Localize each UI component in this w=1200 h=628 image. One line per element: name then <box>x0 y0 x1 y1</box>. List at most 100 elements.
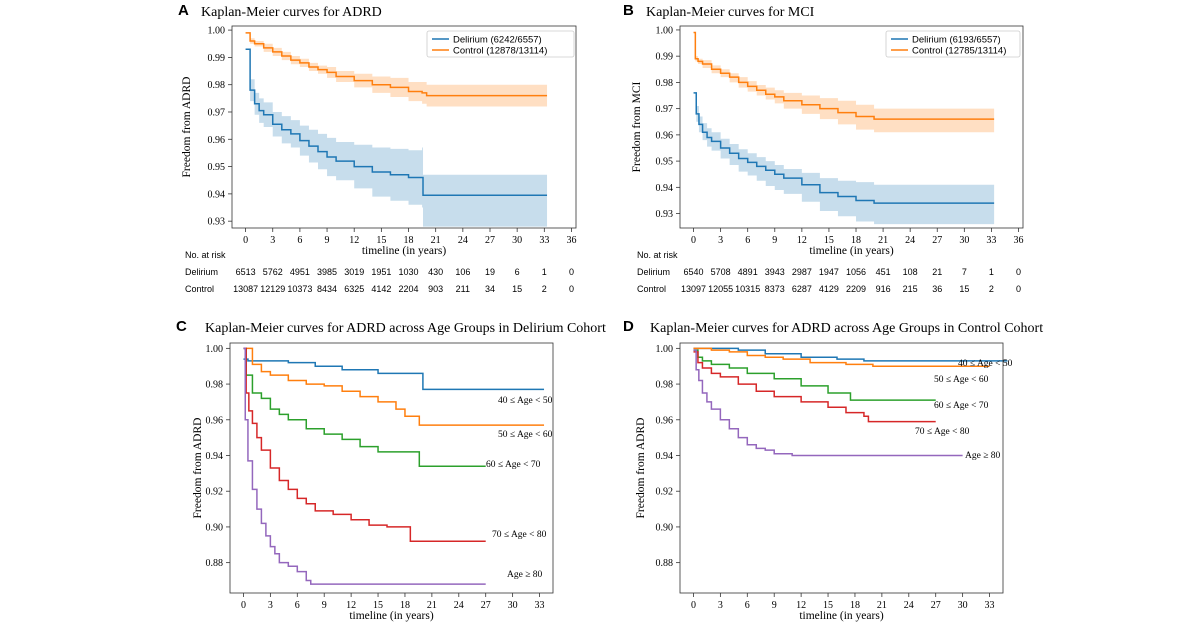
risk-count: 6540 <box>684 267 704 277</box>
axes-frame <box>231 25 577 229</box>
x-tick-label: 9 <box>322 600 327 611</box>
y-tick-label: 0.94 <box>208 189 226 200</box>
series-label: 40 ≤ Age < 50 <box>498 396 553 406</box>
axes-frame <box>679 25 1024 229</box>
risk-count: 6 <box>515 267 520 277</box>
risk-count: 2204 <box>399 284 419 294</box>
legend-label: Control (12785/13114) <box>912 46 1006 57</box>
x-tick-label: 30 <box>958 600 968 611</box>
risk-count: 0 <box>1016 267 1021 277</box>
panel-title-c: Kaplan-Meier curves for ADRD across Age … <box>205 321 606 336</box>
risk-count: 0 <box>1016 284 1021 294</box>
plot-area-a: 0 3 6 9 12 15 18 21 24 27 30 33 360.930.940.950.960.… <box>181 26 576 294</box>
y-tick-label: 0.94 <box>206 451 224 462</box>
x-tick-label: 30 <box>508 600 518 611</box>
risk-count: 6287 <box>792 284 812 294</box>
risk-count: 12055 <box>708 284 733 294</box>
x-tick-label: 0 <box>243 235 248 246</box>
x-tick-label: 18 <box>400 600 410 611</box>
y-axis-label: Freedom from ADRD <box>181 77 193 178</box>
x-tick-label: 27 <box>932 235 942 246</box>
panel-title-d: Kaplan-Meier curves for ADRD across Age … <box>650 321 1043 336</box>
legend-label: Delirium (6242/6557) <box>453 35 542 46</box>
y-tick-label: 0.98 <box>656 78 674 89</box>
panel-a: A Kaplan-Meier curves for ADRD 0 3 6 9 12 15 1… <box>178 2 576 294</box>
x-axis-label: timeline (in years) <box>809 245 893 257</box>
series-label: Age ≥ 80 <box>507 570 543 580</box>
panel-label-b: B <box>623 2 634 19</box>
risk-count: 108 <box>903 267 918 277</box>
legend-box <box>885 30 1021 58</box>
x-tick-label: 9 <box>325 235 330 246</box>
risk-count: 903 <box>428 284 443 294</box>
x-tick-label: 21 <box>877 600 887 611</box>
y-axis-label: Freedom from ADRD <box>635 418 647 519</box>
x-tick-label: 3 <box>268 600 273 611</box>
x-tick-label: 12 <box>346 600 356 611</box>
risk-count: 4129 <box>819 284 839 294</box>
risk-count: 4891 <box>738 267 758 277</box>
y-tick-label: 0.93 <box>656 209 674 220</box>
risk-count: 8373 <box>765 284 785 294</box>
panel-b: B Kaplan-Meier curves for MCI 0 3 6 9 12 15 18… <box>623 2 1023 294</box>
risk-row-label: Control <box>185 284 214 294</box>
km-curve-3 <box>243 347 486 467</box>
panel-title-a: Kaplan-Meier curves for ADRD <box>201 5 382 20</box>
x-tick-label: 24 <box>458 235 468 246</box>
risk-count: 211 <box>456 284 470 294</box>
y-tick-label: 0.96 <box>206 415 224 426</box>
x-axis-label: timeline (in years) <box>349 610 433 622</box>
risk-count: 2987 <box>792 267 812 277</box>
x-tick-label: 0 <box>691 235 696 246</box>
risk-count: 1 <box>542 267 547 277</box>
series-label: 60 ≤ Age < 70 <box>486 460 541 470</box>
km-curve-2 <box>243 347 545 426</box>
y-tick-label: 0.97 <box>656 104 674 115</box>
y-tick-label: 0.95 <box>656 157 674 168</box>
y-tick-label: 0.97 <box>208 107 226 118</box>
panel-c: C Kaplan-Meier curves for ADRD across Ag… <box>176 318 606 622</box>
series-label: 60 ≤ Age < 70 <box>934 401 989 411</box>
risk-count: 15 <box>512 284 522 294</box>
x-axis-label: timeline (in years) <box>362 245 446 257</box>
y-tick-label: 1.00 <box>206 344 224 355</box>
risk-count: 3943 <box>765 267 785 277</box>
risk-count: 6325 <box>344 284 364 294</box>
plot-area-d: 0 3 6 9 12 15 18 21 24 27 30 33 0.88 0.90 0.92 0.94 0.96… <box>635 342 1013 622</box>
risk-count: 430 <box>428 267 443 277</box>
x-tick-label: 27 <box>931 600 941 611</box>
km-curve-2 <box>693 31 995 120</box>
x-tick-label: 21 <box>878 235 888 246</box>
x-tick-label: 18 <box>851 235 861 246</box>
x-tick-label: 21 <box>427 600 437 611</box>
legend-box <box>426 30 575 58</box>
y-axis-label: Freedom from ADRD <box>192 418 204 519</box>
km-curve-1 <box>243 358 545 391</box>
x-tick-label: 6 <box>295 600 300 611</box>
risk-count: 7 <box>962 267 967 277</box>
km-curve-1 <box>693 347 1008 362</box>
risk-count: 12129 <box>260 284 285 294</box>
confidence-band-1 <box>693 92 995 225</box>
x-tick-label: 15 <box>373 600 383 611</box>
risk-row-label: Control <box>637 284 666 294</box>
x-tick-label: 3 <box>270 235 275 246</box>
series-label: 70 ≤ Age < 80 <box>915 427 970 437</box>
x-tick-label: 24 <box>905 235 915 246</box>
x-tick-label: 12 <box>349 235 359 246</box>
risk-count: 1951 <box>371 267 391 277</box>
risk-count: 1947 <box>819 267 839 277</box>
panel-label-d: D <box>623 318 634 335</box>
series-label: Age ≥ 80 <box>965 451 1001 461</box>
panel-label-c: C <box>176 318 187 335</box>
y-tick-label: 0.94 <box>656 183 674 194</box>
y-tick-label: 0.90 <box>206 522 224 533</box>
x-tick-label: 6 <box>297 235 302 246</box>
risk-count: 0 <box>569 267 574 277</box>
y-tick-label: 0.88 <box>656 558 674 569</box>
km-curve-2 <box>245 32 548 97</box>
risk-count: 36 <box>932 284 942 294</box>
risk-count: 1030 <box>399 267 419 277</box>
x-tick-label: 30 <box>512 235 522 246</box>
x-tick-label: 0 <box>241 600 246 611</box>
